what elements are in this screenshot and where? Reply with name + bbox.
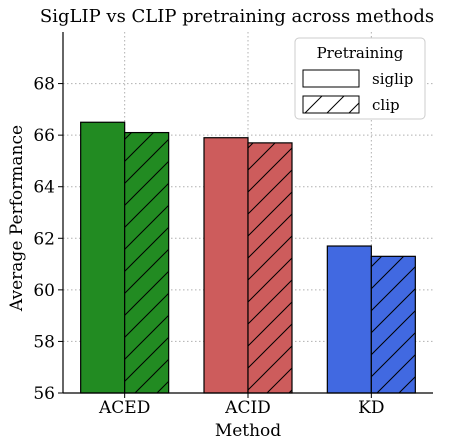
legend-title: Pretraining (317, 44, 404, 62)
y-tick-label: 58 (33, 332, 55, 352)
y-ticks: 56 58 60 62 64 66 68 (33, 75, 63, 404)
bar-hatch-aced-clip (124, 132, 169, 394)
x-ticks: ACED ACID KD (98, 393, 385, 418)
bar-hatch-kd-clip (371, 256, 416, 393)
y-tick-label: 62 (33, 229, 55, 249)
legend-label-siglip: siglip (372, 70, 413, 88)
bar-aced-siglip (80, 121, 126, 394)
x-axis-label: Method (215, 421, 281, 441)
chart-title: SigLIP vs CLIP pretraining across method… (40, 6, 434, 27)
x-tick-label-acid: ACID (224, 398, 271, 418)
bar-hatch-acid-clip (248, 142, 292, 393)
y-tick-label: 60 (33, 281, 55, 301)
legend-swatch-siglip (302, 69, 360, 88)
bar-acid-siglip (203, 137, 249, 394)
y-tick-label: 56 (33, 384, 55, 404)
bars (80, 121, 416, 394)
legend-swatch-hatch-clip (303, 96, 359, 113)
legend-label-clip: clip (372, 96, 400, 114)
legend: Pretraining siglip clip (294, 37, 426, 120)
y-tick-label: 68 (33, 75, 55, 95)
y-axis-label: Average Performance (7, 125, 27, 312)
y-tick-label: 66 (33, 126, 55, 146)
x-tick-label-kd: KD (358, 398, 384, 418)
x-tick-label-aced: ACED (98, 398, 150, 418)
y-tick-label: 64 (33, 178, 55, 198)
bar-kd-siglip (326, 245, 372, 394)
